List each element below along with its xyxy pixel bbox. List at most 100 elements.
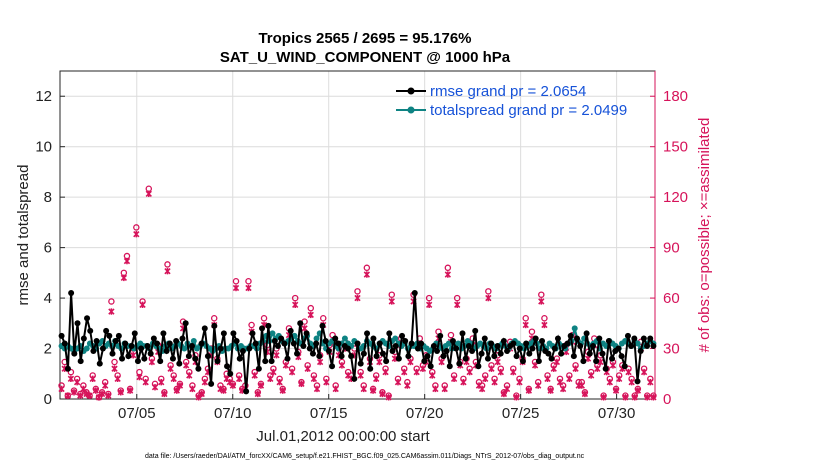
rmse-point <box>373 353 380 360</box>
rmse-point <box>449 337 456 344</box>
rmse-point <box>408 340 415 347</box>
rmse-point <box>348 353 355 360</box>
obs-assimilated-point <box>357 372 364 379</box>
obs-assimilated-point <box>270 368 277 376</box>
obs-assimilated-point <box>167 365 174 372</box>
rmse-point <box>399 332 406 339</box>
rmse-point <box>621 363 628 370</box>
y-tick-label-left: 10 <box>35 139 52 156</box>
obs-assimilated-point <box>332 385 339 393</box>
obs-possible-point <box>388 291 396 298</box>
rmse-point <box>84 315 91 322</box>
x-tick-label: 07/25 <box>502 405 540 422</box>
rmse-point <box>224 363 231 370</box>
obs-assimilated-point <box>288 368 296 376</box>
rmse-point <box>166 340 173 347</box>
axis-ticks: 07/05 07/10 07/15 07/20 07/25 07/300246810120… <box>35 71 688 422</box>
obs-assimilated-point <box>151 384 159 391</box>
rmse-point <box>122 340 129 347</box>
rmse-point <box>351 375 358 382</box>
rmse-point <box>287 327 294 334</box>
obs-assimilated-point <box>126 387 134 394</box>
rmse-point <box>644 343 651 350</box>
rmse-point <box>252 340 259 347</box>
obs-assimilated-point <box>123 257 131 265</box>
obs-assimilated-point <box>429 372 436 379</box>
obs-assimilated-point <box>609 362 617 369</box>
rmse-point <box>249 330 256 337</box>
rmse-point <box>389 348 396 355</box>
rmse-point <box>233 337 240 344</box>
rmse-point <box>453 345 460 352</box>
rmse-point <box>300 343 307 350</box>
obs-assimilated-point <box>407 358 414 366</box>
rmse-point <box>564 340 571 347</box>
obs-possible-point <box>522 315 529 322</box>
legend: rmse grand pr = 2.0654 totalspread grand… <box>396 83 627 119</box>
rmse-point <box>593 358 600 365</box>
rmse-point <box>628 343 635 350</box>
y-axis-label-left: rmse and totalspread <box>15 165 32 306</box>
rmse-point <box>131 330 138 337</box>
rmse-point <box>319 322 326 329</box>
rmse-point <box>316 353 323 360</box>
data-file-footer: data file: /Users/raeder/DAI/ATM_forcXX/… <box>145 453 585 460</box>
obs-possible-point <box>111 358 118 366</box>
rmse-point <box>144 343 151 350</box>
rmse-point <box>602 365 609 372</box>
rmse-point <box>179 335 186 342</box>
obs-assimilated-point <box>432 385 439 393</box>
obs-assimilated-point <box>497 368 504 376</box>
obs-assimilated-point <box>251 372 258 379</box>
obs-assimilated-point <box>64 392 71 399</box>
obs-assimilated-point <box>404 382 411 389</box>
obs-assimilated-point <box>379 390 386 398</box>
rmse-point <box>338 353 345 360</box>
rmse-point <box>141 355 148 362</box>
rmse-point <box>469 348 476 355</box>
rmse-point <box>472 327 479 334</box>
rmse-point <box>548 355 555 362</box>
obs-assimilated-point <box>360 385 367 393</box>
obs-assimilated-point <box>628 378 635 386</box>
rmse-point <box>478 350 485 357</box>
rmse-point <box>554 335 561 342</box>
obs-assimilated-point <box>182 362 190 369</box>
obs-assimilated-point <box>282 362 290 369</box>
obs-assimilated-point <box>500 390 508 398</box>
obs-assimilated-point <box>454 301 461 309</box>
obs-assimilated-point <box>235 375 243 383</box>
rmse-point <box>443 348 450 355</box>
obs-possible-point <box>67 368 75 376</box>
obs-assimilated-point <box>413 368 420 376</box>
obs-assimilated-point <box>67 375 75 383</box>
obs-assimilated-point <box>170 375 177 383</box>
obs-assimilated-point <box>631 394 638 401</box>
rmse-point <box>332 335 339 342</box>
obs-assimilated-point <box>572 365 579 372</box>
y-tick-label-right: 90 <box>663 240 680 257</box>
rmse-point <box>427 363 434 370</box>
rmse-point <box>173 337 180 344</box>
rmse-point <box>128 343 135 350</box>
rmse-point <box>169 355 176 362</box>
rmse-point <box>519 358 526 365</box>
rmse-point <box>440 353 447 360</box>
rmse-point <box>271 337 278 344</box>
obs-assimilated-point <box>382 368 389 376</box>
rmse-point <box>198 340 205 347</box>
obs-possible-point <box>136 368 143 376</box>
y-tick-label-left: 4 <box>44 290 52 307</box>
chart-title-line1: Tropics 2565 / 2695 = 95.176% <box>258 30 471 47</box>
obs-assimilated-point <box>634 387 642 394</box>
obs-assimilated-point <box>553 358 561 366</box>
rmse-point <box>446 363 453 370</box>
obs-assimilated-point <box>176 382 184 389</box>
y-tick-label-right: 60 <box>663 290 680 307</box>
rmse-point <box>481 335 488 342</box>
rmse-point <box>589 343 596 350</box>
rmse-point <box>335 340 342 347</box>
rmse-point <box>615 345 622 352</box>
rmse-point <box>376 340 383 347</box>
legend-rmse-label: rmse grand pr = 2.0654 <box>430 83 586 100</box>
